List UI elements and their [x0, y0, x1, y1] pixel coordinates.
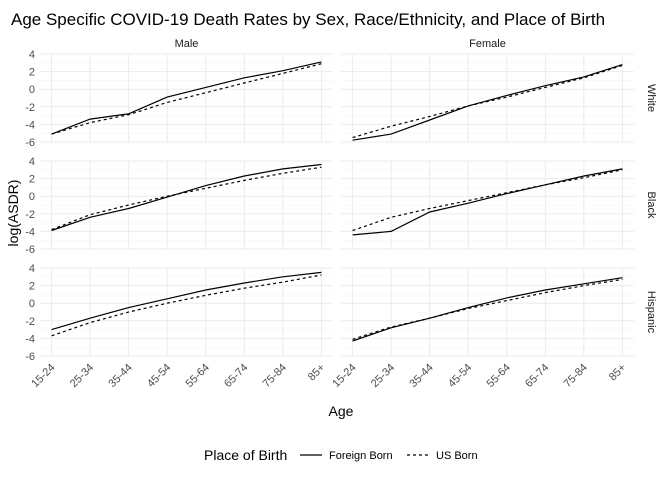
series-line-us-born	[352, 169, 623, 232]
series-line-us-born	[51, 63, 322, 135]
y-tick-label: 0	[29, 298, 35, 310]
y-tick-label: -2	[25, 209, 35, 221]
x-axis-title: Age	[329, 403, 354, 419]
strip-label-female: Female	[469, 38, 506, 50]
y-tick-label: -2	[25, 102, 35, 114]
x-tick-label: 15-24	[29, 362, 57, 390]
panel-black-female	[341, 160, 634, 250]
x-tick-label: 25-34	[68, 362, 96, 390]
y-tick-label: 2	[29, 281, 35, 293]
x-tick-label: 25-34	[369, 362, 397, 390]
series-line-us-born	[51, 166, 322, 231]
y-tick-label: -6	[25, 244, 35, 256]
y-tick-label: 4	[29, 156, 35, 168]
y-tick-label: -2	[25, 316, 35, 328]
y-tick-label: 0	[29, 84, 35, 96]
facet-panels: -6 -4 -2 0 2 4 Male Female White -6 -4 -2 0 2 4 Black -6…	[25, 38, 657, 390]
series-line-foreign-born	[51, 271, 322, 331]
series-line-foreign-born	[352, 277, 623, 342]
x-tick-label: 65-74	[222, 362, 250, 390]
x-tick-label: 85+	[607, 362, 629, 384]
x-tick-label: 45-54	[145, 362, 173, 390]
y-tick-label: -6	[25, 137, 35, 149]
series-line-us-born	[352, 278, 623, 340]
strip-label-black: Black	[645, 192, 657, 219]
series-line-foreign-born	[352, 64, 623, 141]
strip-label-male: Male	[175, 38, 199, 50]
series-line-foreign-born	[51, 163, 322, 232]
y-tick-label: -4	[25, 119, 35, 131]
series-line-foreign-born	[352, 168, 623, 236]
x-tick-label: 35-44	[106, 362, 134, 390]
strip-label-white: White	[645, 84, 657, 112]
y-tick-label: 4	[29, 49, 35, 61]
strip-label-hispanic: Hispanic	[645, 291, 657, 334]
panel-hispanic-male	[40, 267, 333, 357]
y-tick-label: 2	[29, 67, 35, 79]
series-line-us-born	[51, 274, 322, 337]
y-tick-label: -4	[25, 333, 35, 345]
x-tick-label: 35-44	[407, 362, 435, 390]
x-tick-label: 55-64	[184, 362, 212, 390]
series-line-foreign-born	[51, 61, 322, 135]
y-tick-label: 4	[29, 263, 35, 275]
panel-hispanic-female	[341, 267, 634, 357]
y-tick-label: -4	[25, 226, 35, 238]
series-line-us-born	[352, 64, 623, 139]
x-tick-label: 75-84	[261, 362, 289, 390]
y-tick-label: 0	[29, 191, 35, 203]
panel-black-male	[40, 160, 333, 250]
x-tick-label: 45-54	[446, 362, 474, 390]
y-tick-label: 2	[29, 174, 35, 186]
panel-white-male	[40, 53, 333, 143]
x-tick-label: 75-84	[562, 362, 590, 390]
x-tick-label: 65-74	[523, 362, 551, 390]
legend-label-foreign-born: Foreign Born	[329, 450, 393, 462]
legend-title: Place of Birth	[204, 447, 287, 463]
legend-label-us-born: US Born	[436, 450, 478, 462]
x-tick-label: 15-24	[330, 362, 358, 390]
y-axis-title: log(ASDR)	[5, 180, 21, 247]
panel-white-female	[341, 53, 634, 143]
legend: Place of Birth Foreign Born US Born	[204, 447, 478, 463]
x-tick-label: 55-64	[485, 362, 513, 390]
y-tick-label: -6	[25, 351, 35, 363]
x-tick-label: 85+	[306, 362, 328, 384]
chart-title: Age Specific COVID-19 Death Rates by Sex…	[11, 10, 605, 29]
